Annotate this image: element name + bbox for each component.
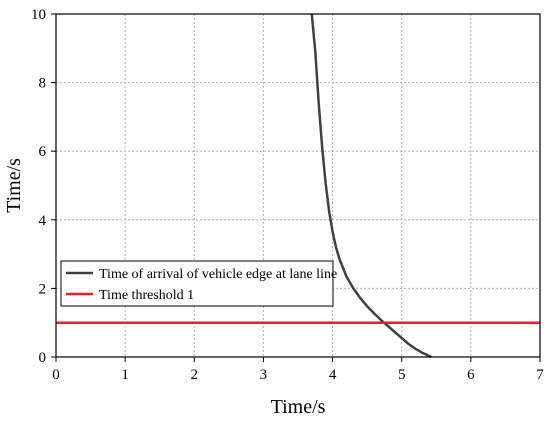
legend-label-2: Time threshold 1 (99, 288, 194, 303)
y-tick-label: 6 (39, 144, 47, 160)
legend-box (60, 260, 334, 307)
x-tick-label: 7 (536, 367, 544, 383)
y-tick-label: 10 (31, 7, 46, 23)
ticks: 0 1 2 3 4 5 6 7 0 2 4 6 8 10 (31, 7, 544, 383)
x-axis-title: Time/s (271, 396, 326, 418)
legend: Time of arrival of vehicle edge at lane … (60, 260, 337, 307)
plot-frame (55, 13, 541, 358)
plot-area (56, 13, 540, 359)
x-tick-label: 3 (260, 367, 268, 383)
x-tick-label: 1 (121, 367, 129, 383)
x-tick-label: 6 (467, 367, 475, 383)
y-tick-label: 2 (39, 281, 47, 297)
series-line-1 (310, 13, 432, 359)
y-axis-title: Time/s (3, 158, 25, 213)
x-tick-label: 4 (329, 367, 337, 383)
legend-label-1: Time of arrival of vehicle edge at lane … (99, 267, 337, 282)
y-tick-label: 4 (39, 213, 47, 229)
x-tick-label: 2 (191, 367, 199, 383)
y-tick-label: 0 (39, 350, 47, 366)
x-tick-label: 0 (52, 367, 60, 383)
x-tick-label: 5 (398, 367, 406, 383)
y-tick-label: 8 (39, 76, 47, 92)
